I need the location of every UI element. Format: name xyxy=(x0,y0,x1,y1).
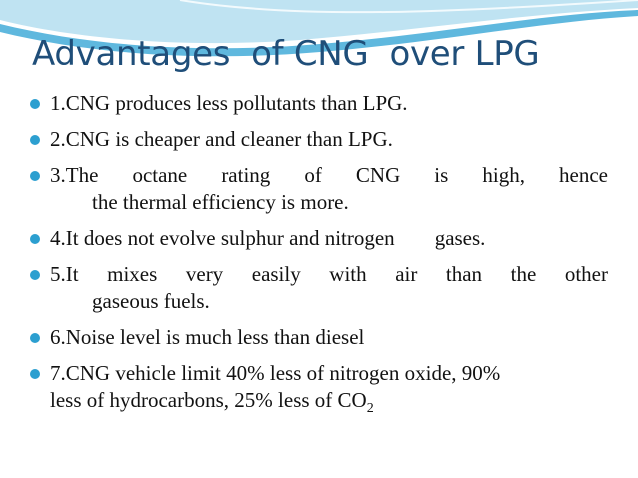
bullet-text-part-b: gases. xyxy=(434,226,486,250)
bullet-text-line2: gaseous fuels. xyxy=(92,289,210,313)
header-swoosh-decoration xyxy=(0,0,638,57)
swoosh-dark xyxy=(0,10,638,57)
bullet-list: 1.CNG produces less pollutants than LPG.… xyxy=(26,90,608,423)
bullet-text: 2.CNG is cheaper and cleaner than LPG. xyxy=(50,127,393,151)
bullet-item: 6.Noise level is much less than diesel xyxy=(26,324,608,351)
bullet-text-line1: 5.It mixes very easily with air than the… xyxy=(50,262,608,286)
slide-title: Advantages of CNG over LPG xyxy=(32,34,540,74)
bullet-text-line2: the thermal efficiency is more. xyxy=(92,190,349,214)
bullet-text: 1.CNG produces less pollutants than LPG. xyxy=(50,91,408,115)
bullet-item: 4.It does not evolve sulphur and nitroge… xyxy=(26,225,608,252)
bullet-item: 3.The octane rating of CNG is high, henc… xyxy=(26,162,608,216)
bullet-text-line2: less of hydrocarbons, 25% less of CO xyxy=(50,388,367,412)
bullet-text-part-a: 4.It does not evolve sulphur and nitroge… xyxy=(50,226,395,250)
bullet-text-line1: 3.The octane rating of CNG is high, henc… xyxy=(50,163,608,187)
swoosh-light xyxy=(0,0,638,44)
bullet-text-line1: 7.CNG vehicle limit 40% less of nitrogen… xyxy=(50,361,501,385)
bullet-item: 2.CNG is cheaper and cleaner than LPG. xyxy=(26,126,608,153)
bullet-item: 1.CNG produces less pollutants than LPG. xyxy=(26,90,608,117)
bullet-item: 7.CNG vehicle limit 40% less of nitrogen… xyxy=(26,360,608,417)
bullet-text: 6.Noise level is much less than diesel xyxy=(50,325,365,349)
subscript-2: 2 xyxy=(366,401,374,417)
bullet-item: 5.It mixes very easily with air than the… xyxy=(26,261,608,315)
